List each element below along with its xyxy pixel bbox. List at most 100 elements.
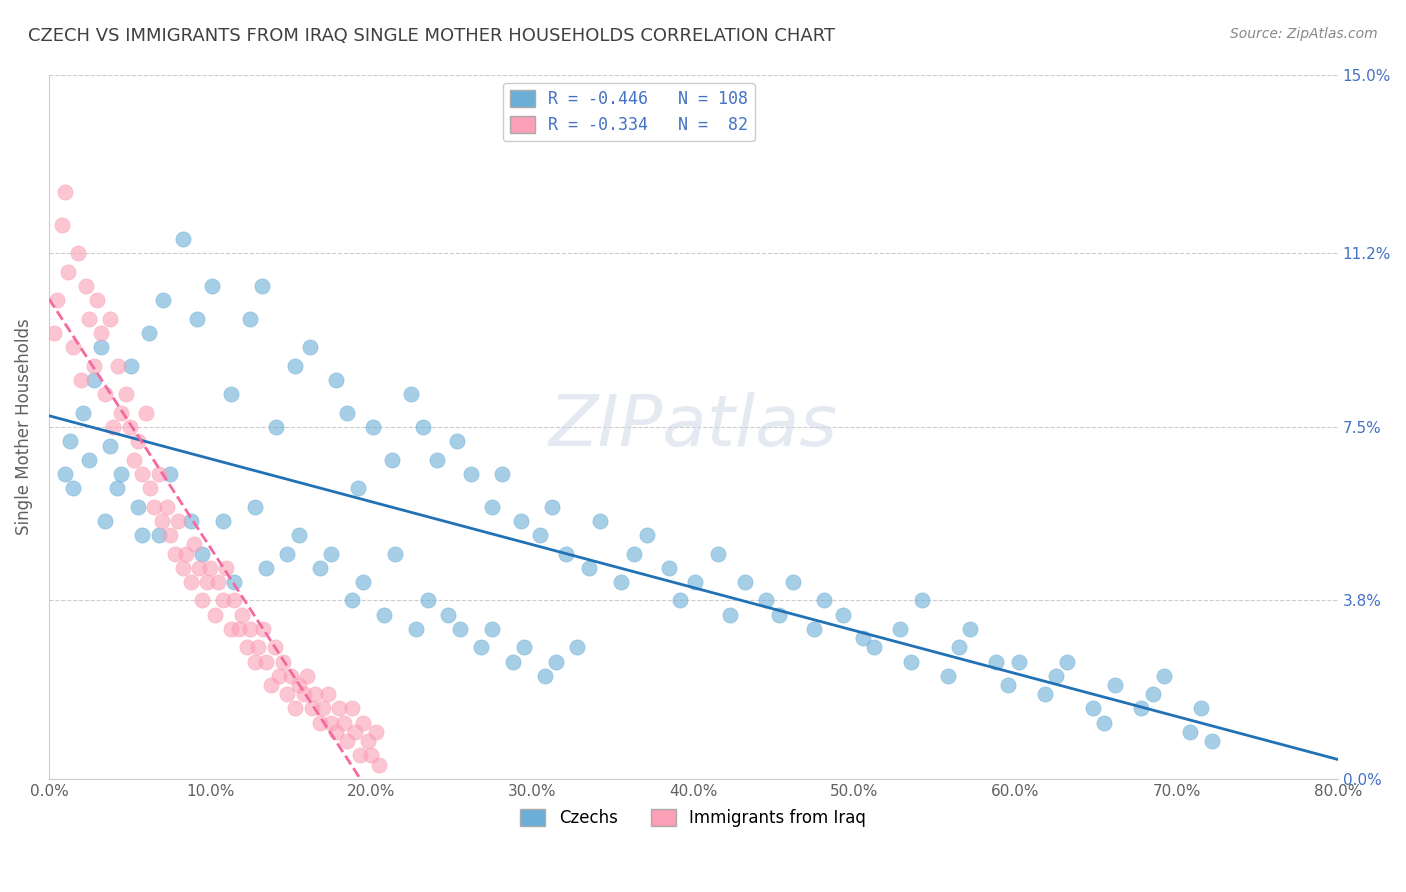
- Point: [135, 406, 157, 420]
- Point: [1056, 655, 1078, 669]
- Point: [782, 574, 804, 589]
- Text: ZIPatlas: ZIPatlas: [548, 392, 838, 461]
- Point: [224, 574, 246, 589]
- Point: [510, 514, 533, 528]
- Point: [62, 481, 84, 495]
- Point: [75, 278, 97, 293]
- Point: [1033, 687, 1056, 701]
- Point: [260, 678, 283, 692]
- Point: [373, 607, 395, 622]
- Point: [236, 640, 259, 655]
- Point: [264, 419, 287, 434]
- Point: [98, 311, 121, 326]
- Point: [263, 640, 285, 655]
- Point: [204, 607, 226, 622]
- Point: [336, 406, 359, 420]
- Point: [347, 481, 370, 495]
- Point: [610, 574, 633, 589]
- Point: [1081, 701, 1104, 715]
- Point: [58, 265, 80, 279]
- Point: [98, 438, 121, 452]
- Point: [159, 467, 181, 481]
- Point: [567, 640, 589, 655]
- Point: [180, 514, 202, 528]
- Point: [287, 678, 309, 692]
- Point: [284, 359, 307, 373]
- Point: [304, 687, 326, 701]
- Point: [72, 406, 94, 420]
- Point: [276, 547, 298, 561]
- Point: [357, 734, 380, 748]
- Point: [51, 218, 73, 232]
- Point: [191, 547, 214, 561]
- Point: [352, 715, 374, 730]
- Point: [325, 373, 347, 387]
- Point: [426, 452, 449, 467]
- Point: [706, 547, 728, 561]
- Point: [120, 359, 142, 373]
- Point: [540, 500, 562, 514]
- Point: [948, 640, 970, 655]
- Point: [243, 655, 266, 669]
- Point: [127, 434, 149, 448]
- Point: [219, 622, 242, 636]
- Point: [669, 593, 692, 607]
- Point: [284, 701, 307, 715]
- Point: [148, 467, 170, 481]
- Point: [658, 560, 681, 574]
- Point: [889, 622, 911, 636]
- Point: [295, 668, 318, 682]
- Point: [228, 622, 250, 636]
- Point: [77, 452, 100, 467]
- Point: [352, 574, 374, 589]
- Point: [86, 293, 108, 307]
- Point: [449, 622, 471, 636]
- Point: [271, 655, 294, 669]
- Point: [298, 340, 321, 354]
- Point: [851, 631, 873, 645]
- Point: [66, 246, 89, 260]
- Point: [138, 326, 160, 340]
- Point: [308, 715, 330, 730]
- Point: [900, 655, 922, 669]
- Point: [623, 547, 645, 561]
- Point: [325, 725, 347, 739]
- Point: [734, 574, 756, 589]
- Point: [308, 560, 330, 574]
- Point: [115, 387, 138, 401]
- Point: [683, 574, 706, 589]
- Point: [546, 655, 568, 669]
- Point: [187, 560, 209, 574]
- Point: [172, 232, 194, 246]
- Point: [768, 607, 790, 622]
- Point: [207, 574, 229, 589]
- Point: [755, 593, 778, 607]
- Point: [127, 500, 149, 514]
- Point: [70, 373, 93, 387]
- Point: [53, 185, 76, 199]
- Point: [1142, 687, 1164, 701]
- Point: [131, 467, 153, 481]
- Point: [239, 311, 262, 326]
- Point: [247, 640, 270, 655]
- Point: [412, 419, 434, 434]
- Point: [239, 622, 262, 636]
- Point: [105, 481, 128, 495]
- Point: [1201, 734, 1223, 748]
- Point: [77, 311, 100, 326]
- Point: [89, 340, 111, 354]
- Legend: Czechs, Immigrants from Iraq: Czechs, Immigrants from Iraq: [513, 803, 873, 834]
- Point: [292, 687, 315, 701]
- Point: [89, 326, 111, 340]
- Point: [150, 514, 173, 528]
- Point: [578, 560, 600, 574]
- Point: [333, 715, 356, 730]
- Point: [183, 537, 205, 551]
- Point: [636, 527, 658, 541]
- Point: [405, 622, 427, 636]
- Point: [243, 500, 266, 514]
- Point: [224, 593, 246, 607]
- Point: [720, 607, 742, 622]
- Point: [166, 514, 188, 528]
- Point: [986, 655, 1008, 669]
